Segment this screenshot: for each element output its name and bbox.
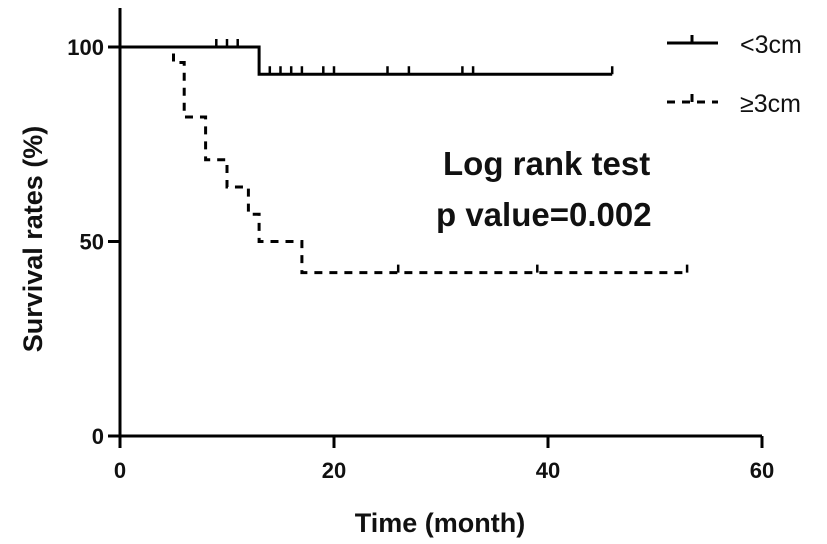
annotation-test-name: Log rank test [443, 145, 650, 182]
survival-curves [120, 39, 689, 275]
y-axis-title: Survival rates (%) [18, 126, 48, 353]
x-tick-label: 0 [114, 458, 126, 483]
x-tick-label: 20 [322, 458, 346, 483]
annotation-p-value: p value=0.002 [436, 196, 652, 233]
legend-label-less-3cm: <3cm [740, 31, 802, 59]
annotation: Log rank test p value=0.002 [436, 145, 652, 233]
y-tick-label: 0 [92, 424, 104, 449]
x-tick-label: 60 [750, 458, 774, 483]
x-tick-label: 40 [536, 458, 560, 483]
y-tick-label: 50 [80, 230, 104, 255]
legend-label-ge-3cm: ≥3cm [740, 90, 801, 118]
y-tick-label: 100 [67, 35, 104, 60]
axes: 0 50 100 0 20 40 60 [67, 8, 774, 483]
legend: <3cm ≥3cm [667, 31, 802, 118]
series-line-0 [120, 45, 613, 76]
x-axis-title: Time (month) [355, 508, 526, 538]
